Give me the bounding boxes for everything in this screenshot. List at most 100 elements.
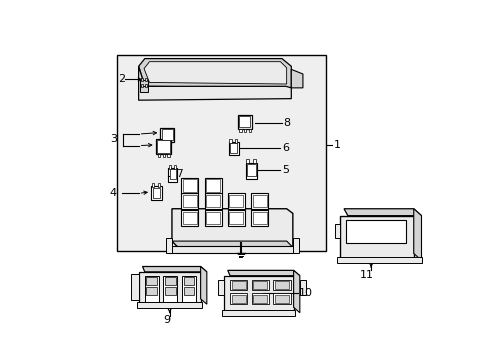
- Polygon shape: [227, 270, 299, 276]
- Bar: [231, 281, 245, 289]
- Bar: [181, 178, 198, 193]
- Bar: [204, 178, 221, 193]
- Polygon shape: [168, 246, 295, 253]
- Bar: [222, 310, 295, 316]
- Bar: [152, 188, 160, 198]
- Bar: [253, 295, 267, 303]
- Bar: [230, 280, 246, 291]
- Bar: [183, 277, 194, 285]
- Bar: [158, 154, 160, 157]
- Bar: [169, 170, 176, 180]
- Bar: [336, 257, 421, 264]
- Bar: [168, 168, 177, 182]
- Bar: [160, 128, 174, 142]
- Bar: [246, 159, 248, 163]
- Bar: [252, 212, 266, 224]
- Bar: [228, 142, 238, 155]
- Bar: [230, 143, 237, 153]
- Bar: [131, 274, 138, 300]
- Bar: [229, 139, 231, 143]
- Bar: [224, 276, 293, 313]
- Text: 10: 10: [299, 288, 312, 298]
- Bar: [162, 130, 172, 140]
- Bar: [250, 193, 267, 209]
- Polygon shape: [144, 62, 286, 84]
- Bar: [164, 287, 176, 295]
- Text: 8: 8: [283, 117, 290, 127]
- Bar: [237, 115, 251, 129]
- Text: 6: 6: [282, 143, 288, 153]
- Bar: [144, 84, 147, 87]
- Bar: [227, 210, 244, 226]
- Text: 7: 7: [176, 169, 182, 179]
- Bar: [165, 238, 172, 253]
- Bar: [251, 280, 268, 291]
- Bar: [163, 276, 177, 302]
- Bar: [273, 293, 290, 304]
- Bar: [229, 212, 243, 224]
- Bar: [183, 212, 196, 224]
- Polygon shape: [343, 209, 421, 216]
- Bar: [205, 195, 220, 207]
- Polygon shape: [138, 59, 291, 88]
- Bar: [158, 183, 160, 187]
- Bar: [252, 195, 266, 207]
- Polygon shape: [172, 209, 292, 247]
- Bar: [182, 276, 196, 302]
- Text: 4: 4: [110, 188, 117, 198]
- Polygon shape: [413, 209, 421, 260]
- Bar: [340, 216, 413, 260]
- Bar: [137, 302, 202, 308]
- Bar: [163, 154, 164, 157]
- Bar: [146, 287, 157, 295]
- Polygon shape: [200, 266, 206, 304]
- Bar: [141, 84, 143, 87]
- Bar: [292, 238, 299, 253]
- Bar: [274, 295, 288, 303]
- Bar: [204, 210, 221, 226]
- Bar: [273, 280, 290, 291]
- Bar: [335, 224, 340, 238]
- Bar: [205, 180, 220, 192]
- Bar: [231, 295, 245, 303]
- Bar: [138, 272, 200, 304]
- Text: 5: 5: [282, 165, 288, 175]
- Bar: [144, 78, 147, 81]
- Bar: [183, 180, 196, 192]
- Bar: [141, 78, 143, 81]
- Bar: [173, 165, 176, 169]
- Bar: [217, 280, 224, 295]
- Bar: [151, 183, 154, 187]
- Bar: [204, 193, 221, 209]
- Bar: [155, 139, 171, 154]
- Text: 1: 1: [333, 140, 340, 150]
- Bar: [245, 163, 257, 180]
- Bar: [117, 55, 325, 251]
- Bar: [274, 281, 288, 289]
- Text: 2: 2: [118, 75, 125, 84]
- Polygon shape: [138, 66, 291, 100]
- Bar: [229, 195, 243, 207]
- Bar: [157, 140, 169, 153]
- Bar: [244, 129, 246, 132]
- Bar: [144, 276, 159, 302]
- Bar: [183, 287, 194, 295]
- Bar: [164, 277, 176, 285]
- Bar: [168, 165, 171, 169]
- Bar: [246, 164, 255, 176]
- Bar: [151, 186, 162, 200]
- Bar: [140, 80, 148, 86]
- Text: 9: 9: [163, 315, 170, 325]
- Bar: [239, 129, 241, 132]
- Bar: [230, 293, 246, 304]
- Bar: [234, 139, 237, 143]
- Bar: [181, 210, 198, 226]
- Bar: [346, 220, 405, 243]
- Polygon shape: [142, 266, 206, 272]
- Text: 3: 3: [110, 134, 117, 144]
- Bar: [239, 116, 250, 127]
- Bar: [146, 277, 157, 285]
- Polygon shape: [291, 69, 302, 88]
- Bar: [205, 212, 220, 224]
- Bar: [250, 210, 267, 226]
